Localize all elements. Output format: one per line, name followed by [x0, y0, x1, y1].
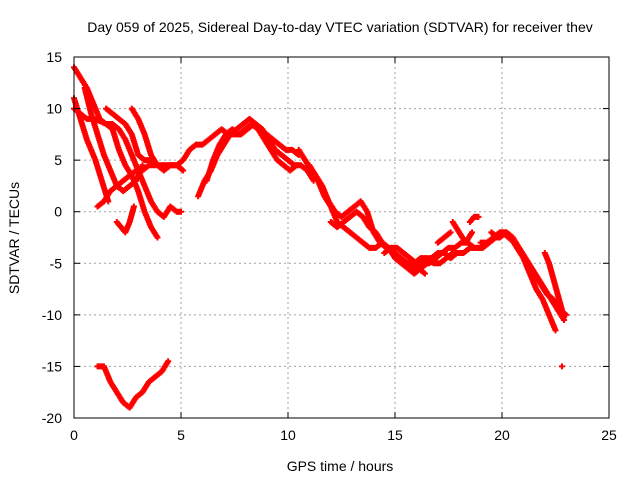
plot-frame [73, 56, 610, 419]
y-tick-label: -5 [50, 255, 63, 271]
data-point [178, 208, 184, 215]
x-tick-label: 5 [177, 427, 185, 443]
y-axis-label: SDTVAR / TECUs [6, 182, 22, 294]
axis-ticks: 0 5 10 15 20 25 15 10 5 0 -5 -10 -15 -20 [42, 49, 617, 443]
x-tick-label: 0 [70, 427, 78, 443]
data-point [469, 229, 476, 236]
x-tick-label: 20 [494, 427, 510, 443]
y-tick-label: 15 [46, 49, 62, 65]
y-tick-label: -15 [42, 358, 62, 374]
data-point [552, 327, 559, 334]
data-point [475, 213, 482, 220]
data-point [558, 363, 565, 370]
data-points [71, 64, 570, 411]
x-tick-label: 10 [280, 427, 296, 443]
chart-title: Day 059 of 2025, Sidereal Day-to-day VTE… [87, 19, 593, 35]
grid-lines [74, 57, 609, 418]
data-point [421, 270, 428, 277]
data-point [293, 162, 300, 169]
data-point [154, 234, 161, 241]
data-point [561, 317, 568, 324]
data-point [139, 162, 146, 169]
data-point [558, 306, 565, 313]
y-tick-label: 10 [46, 101, 62, 117]
y-tick-label: -10 [42, 307, 62, 323]
y-tick-label: 0 [54, 204, 62, 220]
x-axis-label: GPS time / hours [287, 458, 394, 474]
y-tick-label: -20 [42, 410, 62, 426]
x-tick-label: 15 [387, 427, 403, 443]
y-tick-label: 5 [54, 152, 62, 168]
data-point [447, 229, 454, 236]
data-point [130, 203, 137, 210]
data-point [439, 249, 446, 256]
data-point [180, 167, 187, 174]
x-tick-label: 25 [601, 427, 617, 443]
data-point [165, 358, 172, 365]
